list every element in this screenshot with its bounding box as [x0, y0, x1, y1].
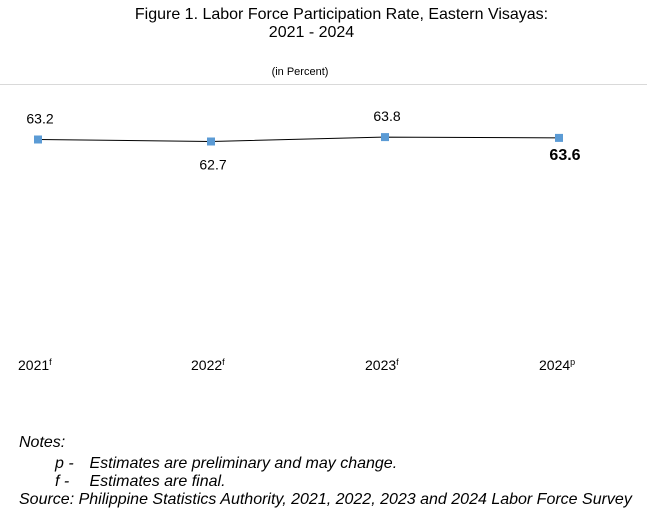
data-point-marker [34, 135, 42, 144]
data-point-marker [207, 137, 215, 146]
notes-heading: Notes: [19, 434, 66, 451]
x-tick-label: 2023f [365, 357, 399, 373]
note-final-key: f - [55, 473, 70, 490]
note-preliminary: p - Estimates are preliminary and may ch… [55, 455, 397, 473]
data-label-layer: 63.2 62.7 63.8 63.6 [26, 108, 580, 172]
data-point-marker [381, 133, 389, 142]
data-point-marker [555, 133, 563, 142]
x-tick-label: 2021f [18, 357, 52, 373]
data-label: 63.6 [549, 147, 580, 164]
chart-divider [0, 84, 647, 85]
series-layer [34, 133, 563, 146]
note-final-text: Estimates are final. [89, 473, 226, 490]
chart-subtitle: (in Percent) [271, 66, 329, 78]
chart-title: Figure 1. Labor Force Participation Rate… [134, 6, 549, 23]
line-chart: 63.2 62.7 63.8 63.6 2021f 2022f 2023f 2024p [18, 108, 581, 373]
data-label: 63.2 [26, 111, 53, 127]
chart-title-years: 2021 - 2024 [268, 24, 355, 41]
x-tick-label: 2022f [191, 357, 225, 373]
data-label: 63.8 [373, 108, 400, 124]
series-line [37, 136, 560, 143]
note-final: f - Estimates are final. [55, 473, 226, 491]
note-preliminary-text: Estimates are preliminary and may change… [89, 455, 398, 472]
x-tick-label: 2024p [539, 357, 575, 373]
x-axis-labels: 2021f 2022f 2023f 2024p [18, 357, 575, 373]
source-note: Source: Philippine Statistics Authority,… [19, 491, 632, 508]
data-label: 62.7 [199, 157, 226, 173]
note-preliminary-key: p - [55, 455, 74, 472]
